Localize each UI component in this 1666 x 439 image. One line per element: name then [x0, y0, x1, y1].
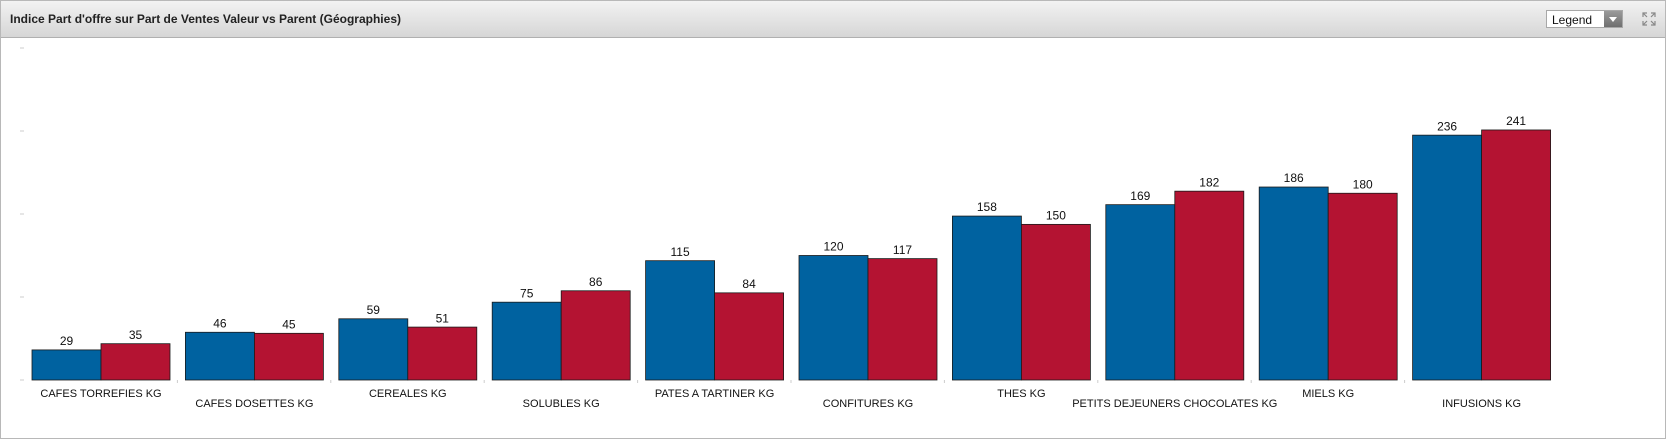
- bar: [1412, 134, 1482, 381]
- value-label: 51: [436, 311, 450, 325]
- bar: [407, 326, 478, 381]
- x-tick-label: CAFES DOSETTES KG: [195, 398, 313, 410]
- x-tick-label: THES KG: [997, 388, 1045, 400]
- x-tick-label: MIELS KG: [1302, 388, 1354, 400]
- value-label: 35: [129, 328, 143, 342]
- chart: 29 35 CAFES TORREFIES KG 46 45 CAFES DOSETTES…: [20, 47, 1551, 410]
- value-label: 117: [893, 243, 912, 257]
- value-label: 186: [1284, 171, 1304, 185]
- bar: [1021, 223, 1091, 381]
- bar: [867, 258, 938, 381]
- bar: [31, 349, 102, 381]
- x-tick-label: SOLUBLES KG: [523, 398, 600, 410]
- value-label: 182: [1199, 175, 1219, 189]
- value-label: 29: [60, 334, 74, 348]
- header: Indice Part d'offre sur Part de Ventes V…: [1, 1, 1665, 38]
- value-label: 75: [520, 286, 534, 300]
- x-tick-label: PETITS DEJEUNERS CHOCOLATES KG: [1072, 398, 1277, 410]
- bar: [1105, 204, 1176, 381]
- bar: [1481, 129, 1551, 381]
- value-label: 84: [742, 277, 756, 291]
- value-label: 241: [1506, 114, 1526, 128]
- chart-title: Indice Part d'offre sur Part de Ventes V…: [10, 12, 401, 26]
- x-tick-label: CEREALES KG: [369, 388, 447, 400]
- value-label: 120: [823, 240, 843, 254]
- bar: [1174, 190, 1245, 381]
- x-tick-label: CAFES TORREFIES KG: [40, 388, 161, 400]
- bar: [100, 343, 171, 381]
- value-label: 59: [367, 303, 381, 317]
- bar: [338, 318, 409, 381]
- bar: [798, 255, 869, 381]
- value-label: 169: [1130, 189, 1150, 203]
- dropdown-arrow[interactable]: [1604, 11, 1622, 27]
- bar: [714, 292, 784, 381]
- bar: [491, 301, 562, 381]
- value-label: 45: [282, 317, 296, 331]
- bar: [952, 215, 1022, 381]
- bar: [253, 332, 324, 381]
- bar: [1327, 192, 1398, 381]
- bar: [1258, 186, 1329, 381]
- bar: [184, 331, 255, 381]
- value-label: 180: [1353, 177, 1373, 191]
- value-label: 46: [213, 316, 227, 330]
- legend-dropdown[interactable]: Legend: [1546, 10, 1623, 28]
- x-tick-label: PATES A TARTINER KG: [655, 388, 774, 400]
- value-label: 150: [1046, 209, 1066, 223]
- expand-icon[interactable]: [1642, 12, 1656, 26]
- value-label: 86: [589, 275, 603, 289]
- x-tick-label: CONFITURES KG: [823, 398, 913, 410]
- value-label: 115: [671, 245, 690, 259]
- x-tick-label: INFUSIONS KG: [1442, 398, 1521, 410]
- bar: [645, 260, 715, 381]
- legend-button-label: Legend: [1552, 13, 1593, 27]
- bar: [560, 290, 631, 381]
- value-label: 158: [977, 200, 997, 214]
- value-label: 236: [1437, 119, 1457, 133]
